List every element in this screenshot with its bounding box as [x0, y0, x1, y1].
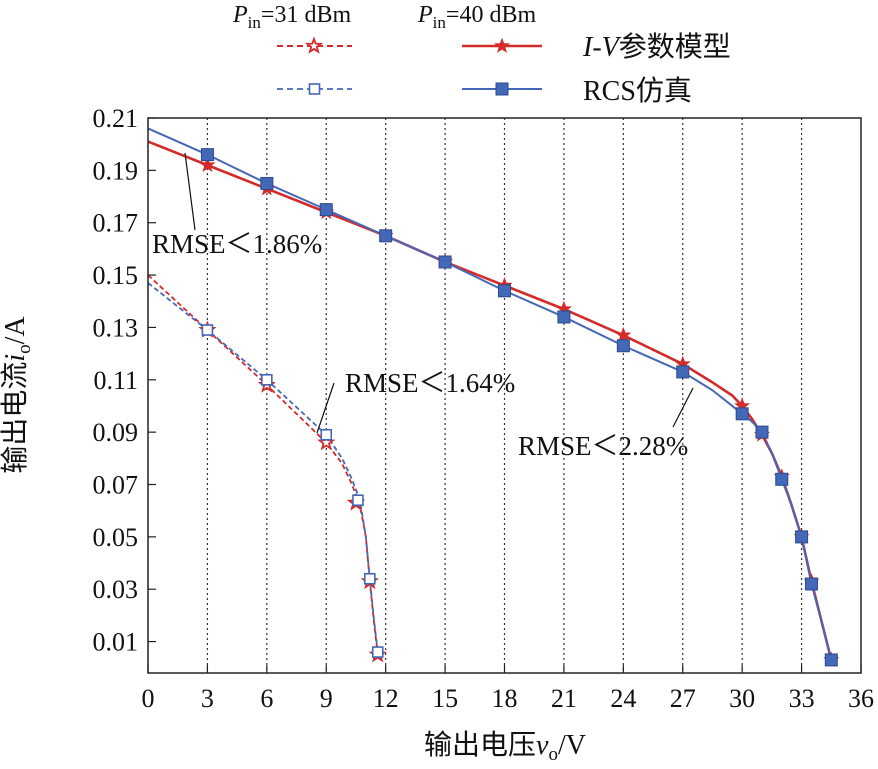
point-rcs31-5	[371, 646, 384, 658]
series-line-rcs31	[147, 282, 379, 653]
point-rcs40-5	[498, 284, 511, 298]
annotation-rmse-2: RMSE＜1.64%	[345, 368, 515, 398]
point-rcs40-9	[735, 407, 749, 421]
legend: Pin=31 dBm Pin=40 dBm I-V参数模型 RCS仿真	[232, 2, 731, 107]
y-tick-label-8: 0.17	[93, 209, 139, 238]
annotation-rmse-1: RMSE＜1.86%	[152, 229, 322, 259]
point-rcs31-3	[352, 494, 364, 507]
legend-label-iv-text: 参数模型	[619, 31, 731, 63]
legend-header-40-text: =40 dBm	[446, 2, 537, 28]
point-rcs31-2	[320, 428, 333, 441]
legend-header-31-sub: in	[248, 13, 262, 32]
x-tick-label-2: 6	[260, 684, 273, 713]
point-rcs31-4	[364, 572, 376, 585]
legend-marker-iv40	[493, 37, 511, 53]
point-rcs40-14	[824, 653, 838, 667]
point-rcs40-8	[676, 365, 690, 379]
point-rcs40-3	[379, 229, 393, 243]
point-rcs40-11	[775, 472, 789, 486]
y-tick-label-9: 0.19	[93, 156, 139, 185]
x-tick-label-6: 18	[492, 684, 518, 713]
series-line-iv31	[147, 274, 379, 655]
point-rcs40-2	[319, 203, 333, 217]
y-axis-label: 输出电流io/A	[0, 316, 35, 474]
x-tick-label-11: 33	[789, 684, 815, 713]
series-rcs40	[147, 127, 833, 661]
annotations: RMSE＜1.86% RMSE＜1.64% RMSE＜2.28%	[152, 152, 694, 461]
point-rcs40-7	[616, 339, 630, 353]
x-tick-label-1: 3	[201, 684, 214, 713]
y-axis-label-var: i	[0, 354, 31, 362]
x-axis-ticks: 0 3 6 9 12 15 18 21 24 27 30 33 36	[142, 665, 874, 713]
legend-label-rcs: RCS仿真	[583, 75, 692, 107]
x-tick-label-10: 30	[729, 684, 755, 713]
point-rcs40-10	[755, 425, 769, 439]
y-tick-label-4: 0.09	[93, 418, 139, 447]
y-tick-label-6: 0.13	[93, 313, 139, 342]
x-axis-label-unit: /V	[558, 730, 586, 761]
x-tick-label-5: 15	[432, 684, 458, 713]
point-rcs31-1	[261, 373, 273, 386]
legend-sample-iv31	[277, 36, 352, 54]
legend-sample-rcs40	[462, 82, 542, 96]
series-iv31	[147, 274, 379, 655]
legend-header-31: Pin=31 dBm	[232, 2, 351, 32]
y-axis-label-main: 输出电流	[0, 362, 31, 474]
legend-header-31-var: P	[232, 2, 248, 28]
point-iv40-0	[199, 156, 216, 172]
legend-marker-rcs40	[495, 82, 509, 96]
y-axis-label-unit: /A	[0, 316, 31, 345]
point-rcs40-1	[260, 176, 274, 190]
series-line-iv40	[147, 140, 833, 661]
x-tick-label-12: 36	[848, 684, 874, 713]
legend-header-40-var: P	[417, 2, 433, 28]
legend-header-31-text: =31 dBm	[261, 2, 352, 28]
annotation-rmse-3: RMSE＜2.28%	[518, 431, 688, 461]
point-rcs40-6	[557, 310, 571, 324]
legend-label-iv: I-V参数模型	[582, 31, 731, 63]
y-tick-label-2: 0.05	[93, 523, 139, 552]
y-tick-label-5: 0.11	[93, 366, 138, 395]
series-line-rcs40	[147, 127, 833, 661]
y-tick-label-0: 0.01	[93, 628, 139, 657]
y-axis-ticks: 0.01 0.03 0.05 0.07 0.09 0.11 0.13 0.15 0.17 0.19…	[93, 104, 156, 657]
x-axis-label-var: v	[536, 730, 549, 761]
legend-marker-iv31	[304, 36, 324, 54]
legend-header-40-sub: in	[433, 13, 447, 32]
legend-marker-rcs31	[308, 83, 321, 95]
y-tick-label-1: 0.03	[93, 575, 139, 604]
y-tick-label-3: 0.07	[93, 471, 139, 500]
annotation-leader-1	[184, 152, 196, 231]
annotation-leader-3	[672, 387, 694, 428]
point-rcs40-0	[200, 148, 214, 162]
y-tick-label-7: 0.15	[93, 261, 139, 290]
x-tick-label-4: 12	[373, 684, 399, 713]
y-axis-label-sub: o	[14, 344, 35, 354]
legend-label-iv-var: I-V	[582, 32, 622, 63]
series-rcs31	[147, 282, 379, 653]
legend-header-40: Pin=40 dBm	[417, 2, 536, 32]
markers-rcs31	[201, 324, 384, 658]
x-axis-label-main: 输出电压	[424, 729, 536, 761]
x-tick-label-3: 9	[320, 684, 333, 713]
series-layer	[147, 127, 840, 667]
x-tick-label-9: 27	[670, 684, 696, 713]
x-tick-label-0: 0	[142, 684, 155, 713]
y-tick-label-10: 0.21	[93, 104, 139, 133]
point-rcs40-4	[438, 255, 452, 269]
markers-rcs40	[200, 148, 838, 667]
x-tick-label-8: 24	[610, 684, 636, 713]
annotation-leader-2	[316, 382, 335, 434]
point-rcs31-0	[201, 324, 214, 336]
legend-sample-rcs31	[277, 83, 352, 95]
x-tick-label-7: 21	[551, 684, 577, 713]
series-iv40	[147, 140, 833, 661]
x-axis-label: 输出电压vo/V	[424, 729, 586, 765]
point-rcs40-13	[804, 577, 818, 591]
x-axis-label-sub: o	[548, 744, 558, 765]
point-rcs40-12	[795, 530, 809, 544]
legend-sample-iv40	[462, 37, 542, 53]
point-iv40-7	[615, 326, 632, 343]
